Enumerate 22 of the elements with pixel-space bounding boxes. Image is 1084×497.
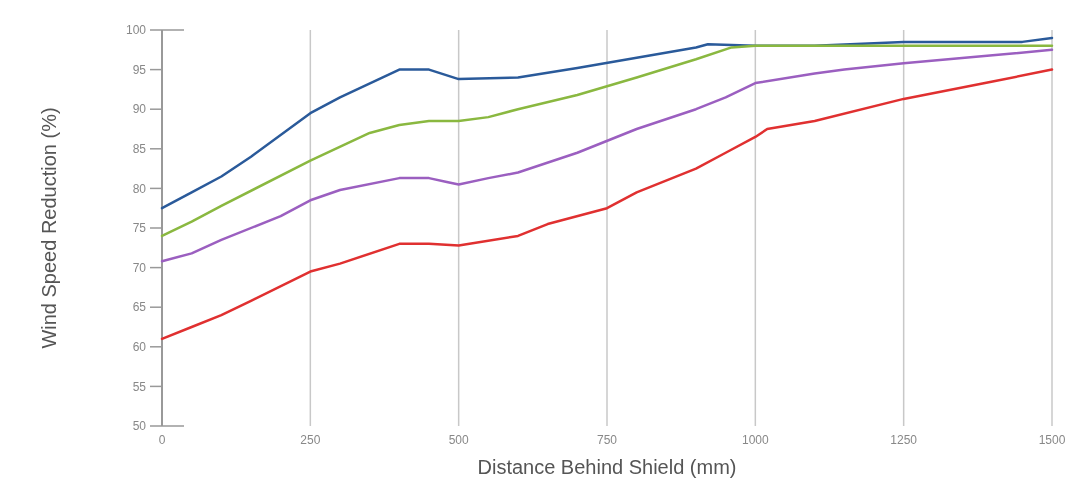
y-tick-label: 85	[132, 142, 147, 156]
x-tick-label: 1500	[1038, 433, 1066, 447]
x-tick-label: 1250	[890, 433, 918, 447]
x-tick-label: 250	[300, 433, 321, 447]
x-tick-label: 0	[158, 433, 166, 447]
y-tick-label: 70	[132, 260, 147, 275]
x-axis-title: Distance Behind Shield (mm)	[477, 456, 737, 478]
x-tick-label: 500	[448, 433, 469, 447]
x-tick-label: 750	[596, 433, 618, 447]
y-tick-label: 50	[132, 419, 147, 434]
line-series	[160, 36, 1054, 210]
y-axis-title: Wind Speed Reduction (%)	[38, 107, 60, 349]
y-tick-label: 55	[132, 379, 147, 394]
y-tick-label: 65	[132, 300, 147, 315]
y-tick-label: 75	[132, 221, 147, 236]
x-tick-label: 1000	[741, 433, 769, 447]
line-series	[160, 68, 1054, 341]
y-tick-label: 90	[132, 102, 147, 117]
y-tick-label: 60	[132, 340, 147, 354]
y-tick-label: 95	[132, 62, 147, 77]
y-tick-label: 80	[132, 181, 147, 196]
y-tick-label: 100	[125, 23, 147, 38]
